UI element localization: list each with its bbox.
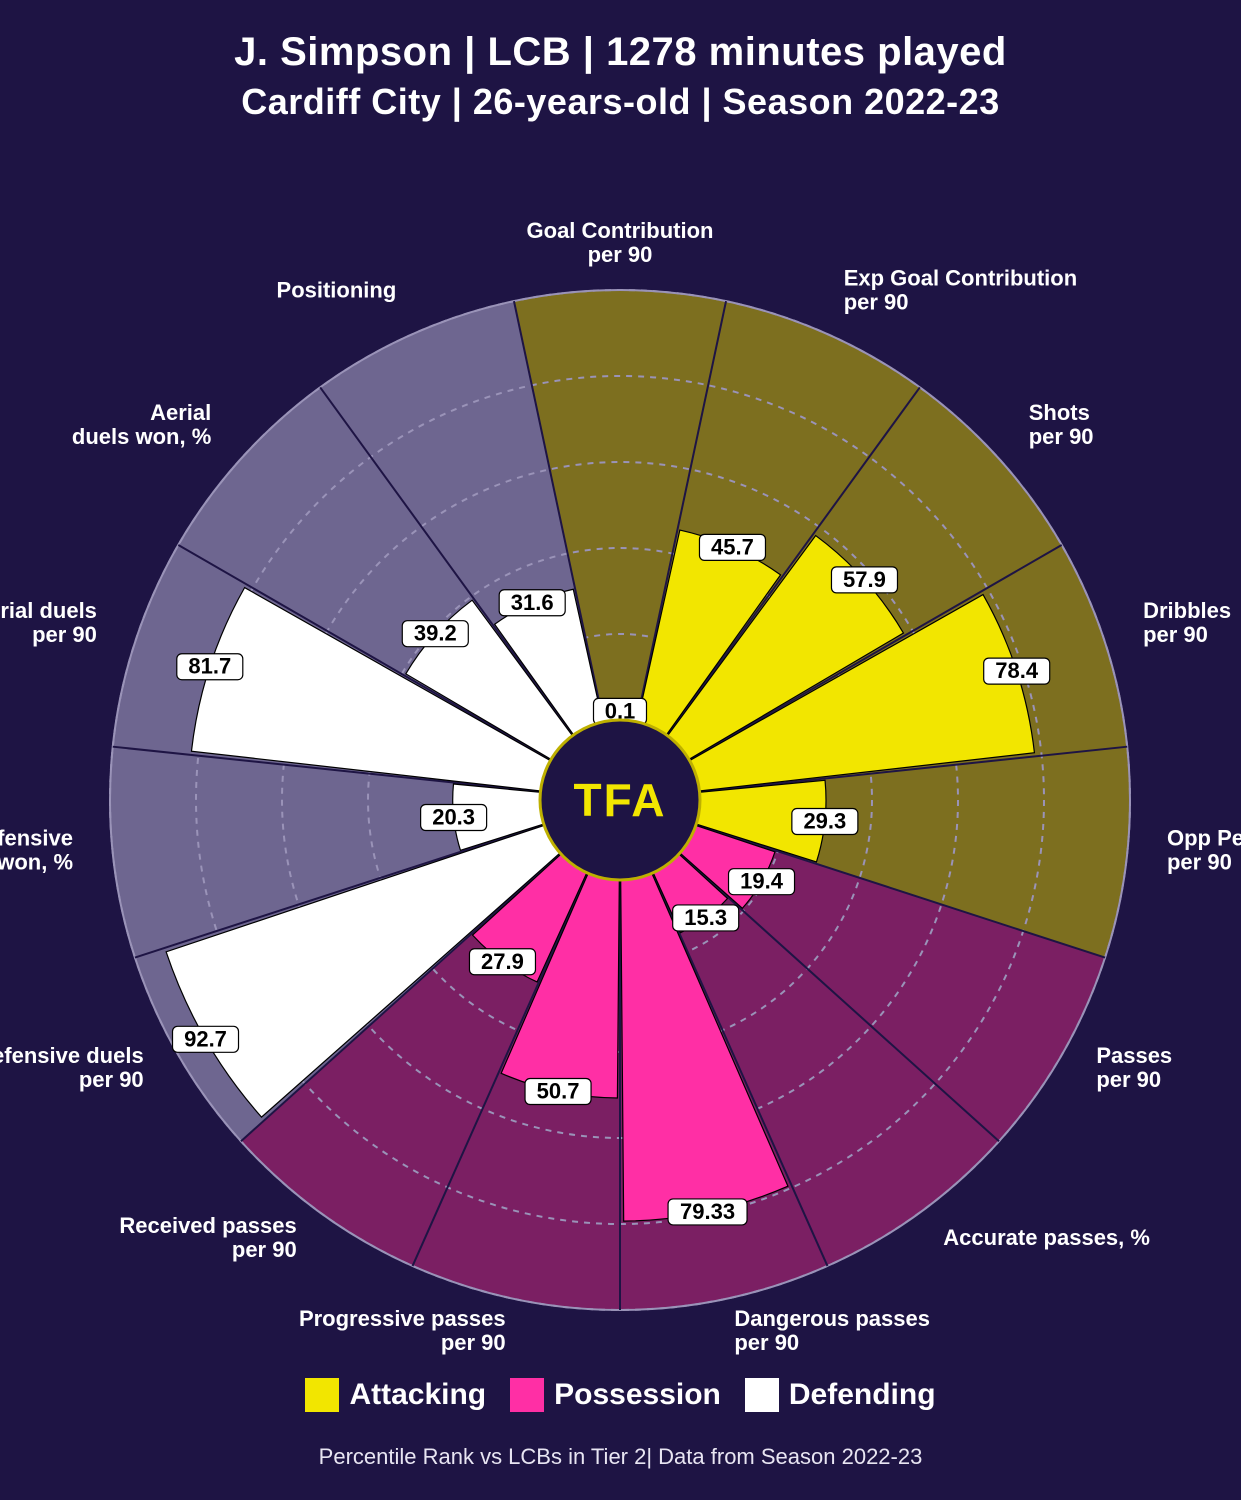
axis-label: Opp Penalty area touchesper 90 [1167, 825, 1241, 874]
svg-text:50.7: 50.7 [537, 1078, 580, 1103]
axis-label: Aerialduels won, % [72, 400, 211, 449]
axis-label: Exp Goal Contributionper 90 [844, 266, 1077, 315]
value-label: 39.2 [402, 621, 468, 647]
title-line-2: Cardiff City | 26-years-old | Season 202… [0, 81, 1241, 123]
value-label: 78.4 [984, 658, 1050, 684]
svg-text:79.33: 79.33 [680, 1199, 735, 1224]
svg-text:57.9: 57.9 [843, 567, 886, 592]
value-label: 92.7 [173, 1026, 239, 1052]
value-label: 19.4 [729, 869, 795, 895]
axis-label: Goal Contributionper 90 [527, 218, 714, 267]
axis-label: Dangerous passesper 90 [734, 1306, 930, 1355]
axis-label: Accurate passes, % [943, 1225, 1150, 1250]
axis-label: Aerial duelsper 90 [0, 598, 97, 647]
svg-text:81.7: 81.7 [188, 654, 231, 679]
legend-label: Defending [789, 1378, 936, 1412]
svg-text:78.4: 78.4 [995, 658, 1039, 683]
axis-label: Positioning [277, 278, 397, 303]
axis-label: Dribblesper 90 [1143, 598, 1231, 647]
legend-label: Attacking [349, 1378, 486, 1412]
axis-label: Received passesper 90 [119, 1213, 296, 1262]
value-label: 79.33 [668, 1199, 747, 1225]
legend-label: Possession [554, 1378, 721, 1412]
axis-label: Shotsper 90 [1029, 400, 1094, 449]
legend-swatch [745, 1378, 779, 1412]
value-label: 15.3 [673, 905, 739, 931]
legend: Attacking Possession Defending [0, 1378, 1241, 1420]
svg-text:92.7: 92.7 [184, 1026, 227, 1051]
value-label: 81.7 [177, 654, 243, 680]
svg-text:19.4: 19.4 [740, 869, 784, 894]
legend-swatch [510, 1378, 544, 1412]
svg-text:27.9: 27.9 [481, 949, 524, 974]
svg-text:45.7: 45.7 [711, 534, 754, 559]
chart-container: 0.145.757.978.429.319.415.379.3350.727.9… [0, 180, 1241, 1380]
value-label: 27.9 [469, 949, 535, 975]
header-titles: J. Simpson | LCB | 1278 minutes played C… [0, 0, 1241, 123]
legend-swatch [305, 1378, 339, 1412]
value-label: 20.3 [421, 804, 487, 830]
legend-item-attacking: Attacking [305, 1378, 486, 1412]
value-label: 31.6 [499, 590, 565, 616]
legend-item-defending: Defending [745, 1378, 936, 1412]
title-line-1: J. Simpson | LCB | 1278 minutes played [0, 30, 1241, 75]
value-label: 45.7 [699, 534, 765, 560]
axis-label: Defensiveduels won, % [0, 825, 73, 874]
svg-text:15.3: 15.3 [684, 905, 727, 930]
svg-text:39.2: 39.2 [414, 621, 457, 646]
axis-label: Defensive duelsper 90 [0, 1043, 144, 1092]
center-label: TFA [574, 774, 667, 826]
polar-bar-chart: 0.145.757.978.429.319.415.379.3350.727.9… [0, 180, 1241, 1380]
svg-text:20.3: 20.3 [432, 804, 475, 829]
value-label: 29.3 [792, 809, 858, 835]
value-label: 57.9 [831, 567, 897, 593]
axis-label: Progressive passesper 90 [299, 1306, 506, 1355]
legend-item-possession: Possession [510, 1378, 721, 1412]
value-label: 50.7 [525, 1078, 591, 1104]
axis-label: Passesper 90 [1096, 1043, 1172, 1092]
svg-text:31.6: 31.6 [511, 590, 554, 615]
footer-note: Percentile Rank vs LCBs in Tier 2| Data … [0, 1444, 1241, 1470]
svg-text:29.3: 29.3 [803, 809, 846, 834]
